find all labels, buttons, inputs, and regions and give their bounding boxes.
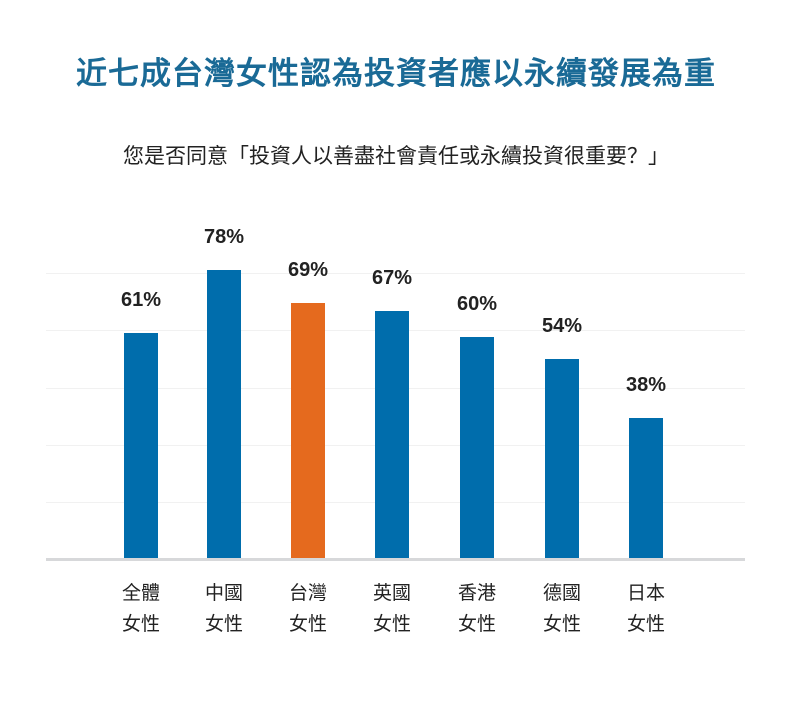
category-label: 中國 女性 bbox=[204, 582, 243, 635]
plot-area bbox=[46, 200, 745, 561]
category-label: 台灣 女性 bbox=[288, 582, 327, 635]
gridline bbox=[46, 273, 745, 274]
bar-5 bbox=[545, 359, 579, 558]
bar-1 bbox=[207, 270, 241, 558]
chart-subtitle: 您是否同意「投資人以善盡社會責任或永續投資很重要？」 bbox=[123, 144, 669, 168]
category-label: 日本 女性 bbox=[626, 582, 665, 635]
bar-3 bbox=[375, 311, 409, 558]
bar-4 bbox=[460, 337, 494, 558]
category-label: 德國 女性 bbox=[542, 582, 581, 635]
chart-title: 近七成台灣女性認為投資者應以永續發展為重 bbox=[76, 56, 716, 92]
value-label: 38% bbox=[625, 374, 667, 396]
bar-6 bbox=[629, 418, 663, 558]
bar-0 bbox=[124, 333, 158, 558]
value-label: 61% bbox=[120, 289, 162, 311]
category-label: 英國 女性 bbox=[372, 582, 411, 635]
value-label: 54% bbox=[541, 315, 583, 337]
category-label: 全體 女性 bbox=[121, 582, 160, 635]
value-label: 69% bbox=[287, 259, 329, 281]
value-label: 78% bbox=[203, 226, 245, 248]
value-label: 67% bbox=[371, 267, 413, 289]
category-label: 香港 女性 bbox=[457, 582, 496, 635]
bar-2 bbox=[291, 303, 325, 558]
value-label: 60% bbox=[456, 293, 498, 315]
x-axis-line bbox=[46, 558, 745, 561]
